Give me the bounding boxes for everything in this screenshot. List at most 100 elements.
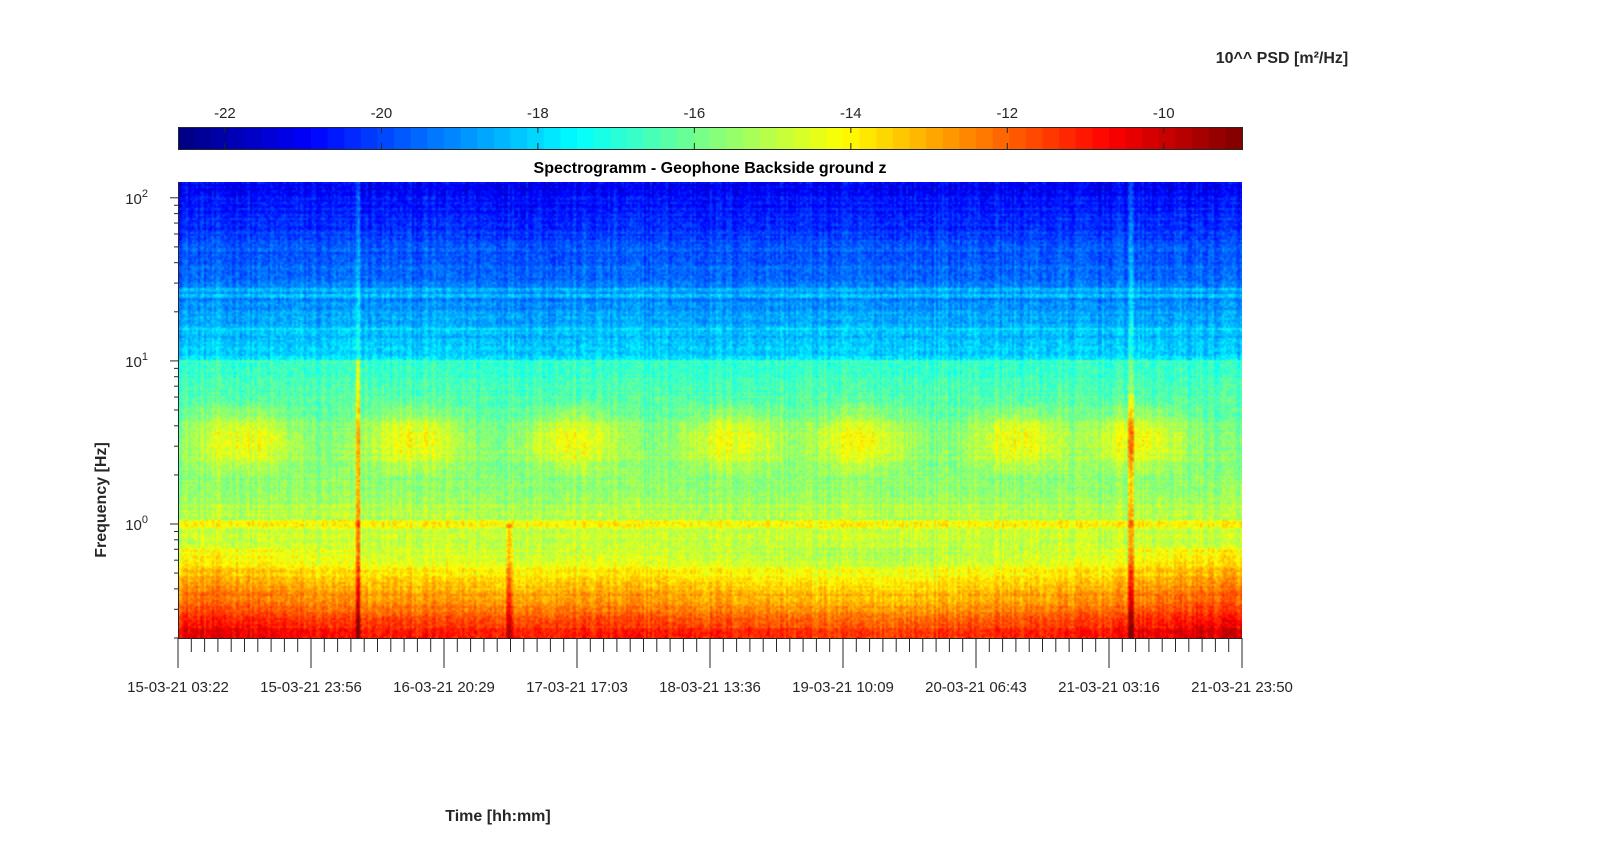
- colorbar-segment: [1059, 127, 1077, 149]
- colorbar-segment: [360, 127, 379, 149]
- y-tick-label: 101: [125, 351, 148, 371]
- colorbar-tick-label: -10: [1153, 105, 1175, 122]
- colorbar-segment: [444, 127, 462, 149]
- colorbar-segment: [593, 127, 611, 149]
- colorbar-segment: [1208, 127, 1226, 149]
- colorbar-segment: [294, 127, 312, 149]
- colorbar-segment: [959, 127, 977, 149]
- colorbar-segment: [410, 127, 428, 149]
- colorbar-segment: [1192, 127, 1210, 149]
- colorbar-segment: [892, 127, 911, 149]
- x-tick-label: 21-03-21 23:50: [1191, 679, 1293, 696]
- x-tick-label: 17-03-21 17:03: [526, 679, 628, 696]
- colorbar-segment: [427, 127, 445, 149]
- colorbar-segment: [1042, 127, 1060, 149]
- colorbar-segment: [942, 127, 960, 149]
- colorbar-segment: [759, 127, 778, 149]
- x-axis-tick-labels: 15-03-21 03:22 15-03-21 23:56 16-03-21 20:…: [127, 679, 1293, 696]
- colorbar-segment: [311, 127, 329, 149]
- colorbar: -22 -20 -18 -16 -14 -12 -10: [178, 105, 1243, 150]
- colorbar-ticks: [224, 127, 1165, 149]
- colorbar-segment: [211, 127, 229, 149]
- colorbar-segment: [178, 127, 196, 149]
- colorbar-segment: [1225, 127, 1243, 149]
- colorbar-segment: [1175, 127, 1193, 149]
- colorbar-segment: [643, 127, 661, 149]
- colorbar-segment: [227, 127, 246, 149]
- chart-title: Spectrogramm - Geophone Backside ground …: [534, 160, 887, 177]
- colorbar-segment: [460, 127, 478, 149]
- colorbar-segment: [726, 127, 744, 149]
- y-tick-label: 102: [125, 188, 148, 208]
- colorbar-segment: [327, 127, 345, 149]
- x-tick-label: 19-03-21 10:09: [792, 679, 894, 696]
- colorbar-segment: [626, 127, 645, 149]
- colorbar-segment: [1075, 127, 1093, 149]
- colorbar-segment: [926, 127, 944, 149]
- colorbar-segment: [577, 127, 595, 149]
- x-tick-label: 15-03-21 03:22: [127, 679, 229, 696]
- x-tick-label: 21-03-21 03:16: [1058, 679, 1160, 696]
- colorbar-segment: [194, 127, 212, 149]
- colorbar-segment: [1142, 127, 1160, 149]
- colorbar-segment: [377, 127, 395, 149]
- y-axis-ticks: [170, 197, 178, 639]
- x-axis-label: Time [hh:mm]: [445, 808, 550, 825]
- colorbar-segment: [477, 127, 495, 149]
- colorbar-segment: [693, 127, 711, 149]
- colorbar-segment: [1092, 127, 1110, 149]
- colorbar-segment: [244, 127, 262, 149]
- colorbar-segment: [676, 127, 694, 149]
- colorbar-label: 10^^ PSD [m²/Hz]: [1216, 50, 1348, 67]
- colorbar-segment: [909, 127, 927, 149]
- colorbar-segment: [1158, 127, 1177, 149]
- colorbar-segment: [710, 127, 728, 149]
- colorbar-segment: [277, 127, 295, 149]
- colorbar-tick-label: -12: [996, 105, 1018, 122]
- x-tick-label: 18-03-21 13:36: [659, 679, 761, 696]
- colorbar-segment: [510, 127, 528, 149]
- colorbar-frame: [178, 127, 1243, 150]
- y-tick-label: 100: [125, 514, 148, 534]
- colorbar-segment: [1125, 127, 1143, 149]
- colorbar-segment: [743, 127, 761, 149]
- colorbar-segment: [1025, 127, 1044, 149]
- colorbar-tick-label: -18: [527, 105, 549, 122]
- colorbar-tick-label: -14: [840, 105, 862, 122]
- colorbar-segment: [793, 127, 811, 149]
- colorbar-segment: [976, 127, 994, 149]
- colorbar-segment: [859, 127, 877, 149]
- colorbar-segment: [660, 127, 678, 149]
- colorbar-segment: [543, 127, 561, 149]
- colorbar-segment: [1009, 127, 1027, 149]
- plot-area: [178, 182, 1242, 638]
- colorbar-segment: [560, 127, 578, 149]
- colorbar-tick-label: -16: [684, 105, 706, 122]
- colorbar-segment: [493, 127, 512, 149]
- y-axis-tick-labels: 100 101 102: [125, 188, 148, 534]
- colorbar-segment: [610, 127, 628, 149]
- x-axis: 15-03-21 03:22 15-03-21 23:56 16-03-21 20:…: [127, 638, 1293, 696]
- colorbar-tick-label: -22: [214, 105, 236, 122]
- x-tick-label: 16-03-21 20:29: [393, 679, 495, 696]
- colorbar-segment: [809, 127, 827, 149]
- colorbar-segment: [992, 127, 1010, 149]
- colorbar-segment: [527, 127, 545, 149]
- colorbar-segment: [826, 127, 844, 149]
- colorbar-tick-labels: -22 -20 -18 -16 -14 -12 -10: [214, 105, 1175, 122]
- y-axis-label: Frequency [Hz]: [93, 442, 110, 558]
- y-axis: 100 101 102: [125, 182, 179, 639]
- colorbar-segment: [344, 127, 362, 149]
- x-axis-ticks: [177, 638, 1243, 668]
- colorbar-segment: [876, 127, 894, 149]
- colorbar-gradient: [178, 127, 1243, 149]
- x-tick-label: 15-03-21 23:56: [260, 679, 362, 696]
- colorbar-segment: [843, 127, 861, 149]
- colorbar-segment: [394, 127, 412, 149]
- colorbar-segment: [261, 127, 279, 149]
- colorbar-tick-label: -20: [371, 105, 393, 122]
- colorbar-segment: [776, 127, 794, 149]
- x-tick-label: 20-03-21 06:43: [925, 679, 1027, 696]
- spectrogram-image: [178, 182, 1242, 638]
